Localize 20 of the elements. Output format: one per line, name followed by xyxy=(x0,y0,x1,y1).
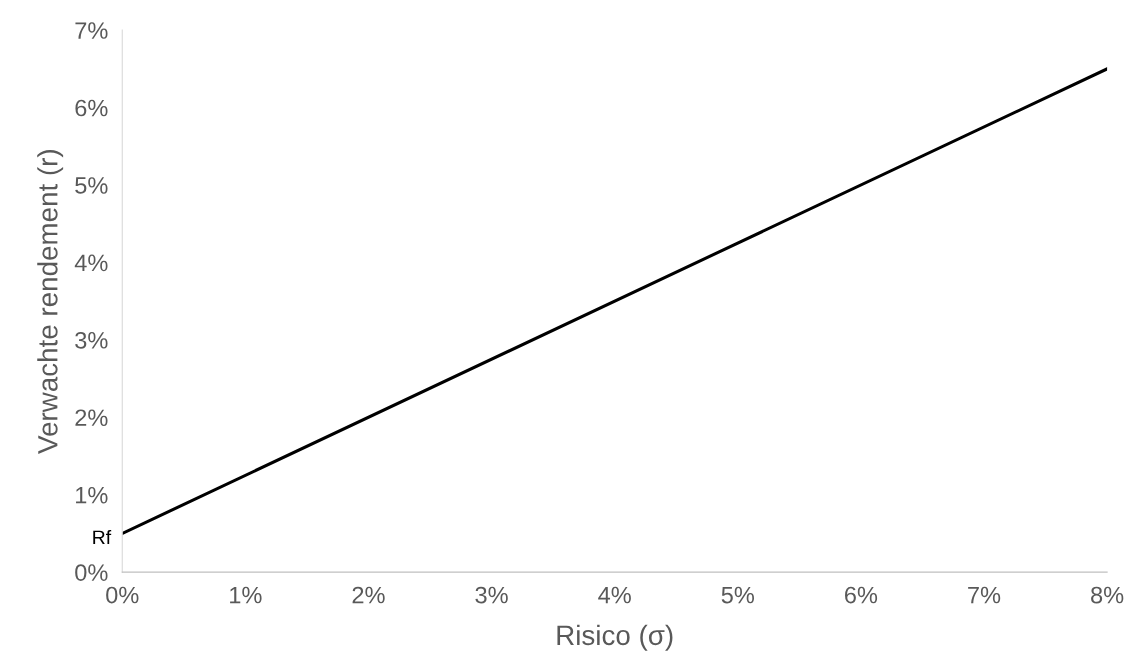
x-tick-label: 6% xyxy=(845,586,878,604)
y-tick-label: 7% xyxy=(75,22,108,39)
y-tick-label: 5% xyxy=(75,177,108,194)
y-tick-label: 6% xyxy=(75,99,108,117)
x-axis-title: Risico (σ) xyxy=(557,624,673,651)
x-tick-label: 3% xyxy=(475,586,508,604)
y-tick-label: 4% xyxy=(74,254,108,272)
x-tick-label: 2% xyxy=(352,586,385,604)
y-tick-label: 1% xyxy=(76,486,108,504)
y-tick-label: 0% xyxy=(75,564,108,581)
x-tick-label: 0% xyxy=(106,586,139,604)
x-tick-label: 1% xyxy=(230,586,262,604)
y-tick-label: 3% xyxy=(75,331,108,349)
x-tick-label: 5% xyxy=(721,586,754,604)
annotation: Rf xyxy=(93,529,112,545)
x-tick-label: 7% xyxy=(968,586,1001,604)
x-tick-label: 4% xyxy=(598,586,631,604)
y-axis-title: Verwachte rendement (r) xyxy=(37,150,64,454)
x-tick-label: 8% xyxy=(1091,586,1124,604)
y-tick-label: 2% xyxy=(75,409,108,427)
